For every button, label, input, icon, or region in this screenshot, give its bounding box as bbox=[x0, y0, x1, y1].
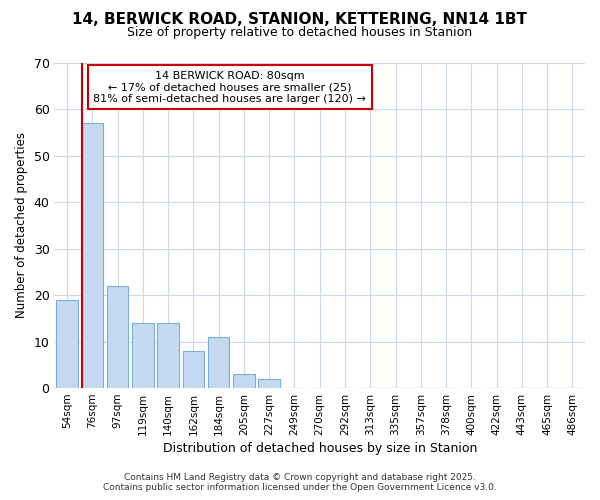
X-axis label: Distribution of detached houses by size in Stanion: Distribution of detached houses by size … bbox=[163, 442, 477, 455]
Bar bbox=[56, 300, 78, 388]
Bar bbox=[107, 286, 128, 388]
Text: Contains HM Land Registry data © Crown copyright and database right 2025.
Contai: Contains HM Land Registry data © Crown c… bbox=[103, 473, 497, 492]
Text: 14, BERWICK ROAD, STANION, KETTERING, NN14 1BT: 14, BERWICK ROAD, STANION, KETTERING, NN… bbox=[73, 12, 527, 28]
Bar bbox=[82, 123, 103, 388]
Bar bbox=[208, 337, 229, 388]
Y-axis label: Number of detached properties: Number of detached properties bbox=[15, 132, 28, 318]
Bar bbox=[182, 351, 204, 388]
Bar bbox=[233, 374, 254, 388]
Bar bbox=[259, 379, 280, 388]
Text: 14 BERWICK ROAD: 80sqm
← 17% of detached houses are smaller (25)
81% of semi-det: 14 BERWICK ROAD: 80sqm ← 17% of detached… bbox=[93, 70, 366, 104]
Bar bbox=[132, 323, 154, 388]
Text: Size of property relative to detached houses in Stanion: Size of property relative to detached ho… bbox=[127, 26, 473, 39]
Bar bbox=[157, 323, 179, 388]
